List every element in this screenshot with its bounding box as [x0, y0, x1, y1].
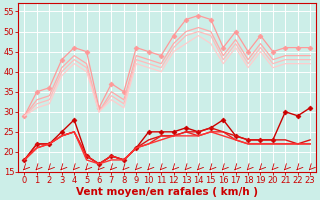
- X-axis label: Vent moyen/en rafales ( km/h ): Vent moyen/en rafales ( km/h ): [76, 187, 258, 197]
